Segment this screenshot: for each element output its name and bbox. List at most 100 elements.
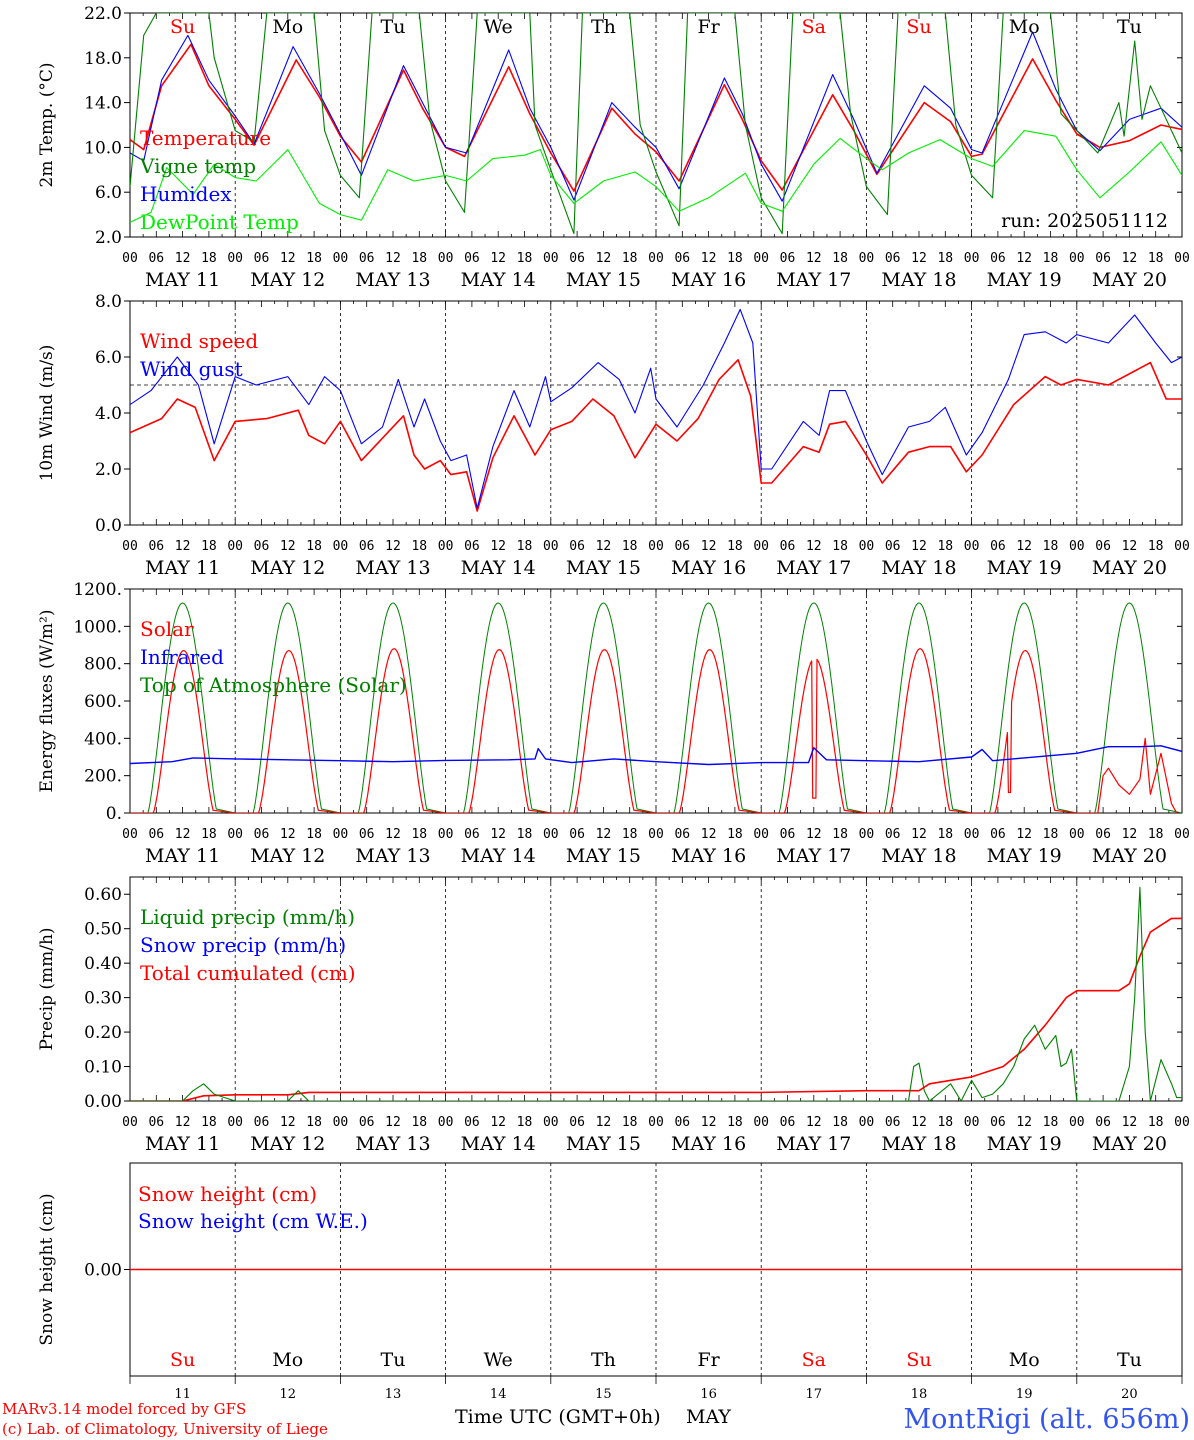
y-tick-label: 6.0 xyxy=(95,348,122,368)
toa-solar-line xyxy=(971,602,1077,813)
hour-tick-label: 18 xyxy=(622,539,638,554)
hour-tick-label: 12 xyxy=(806,1115,822,1130)
hour-tick-label: 06 xyxy=(148,827,164,842)
legend-entry: DewPoint Temp xyxy=(140,210,299,234)
hour-tick-label: 06 xyxy=(780,539,796,554)
hour-tick-label: 06 xyxy=(464,251,480,266)
y-tick-label: 0.20 xyxy=(84,1023,122,1043)
hour-tick-label: 12 xyxy=(701,827,717,842)
hour-tick-label: 12 xyxy=(490,1115,506,1130)
weekday-label: Sa xyxy=(802,1349,826,1371)
date-label: MAY 17 xyxy=(776,557,851,579)
hour-tick-label: 00 xyxy=(227,251,243,266)
solar-line xyxy=(866,648,972,813)
hour-tick-label: 12 xyxy=(385,251,401,266)
hour-tick-label: 12 xyxy=(1016,827,1032,842)
toa-solar-line xyxy=(656,602,762,813)
hour-tick-label: 12 xyxy=(175,539,191,554)
series-line-humidex xyxy=(130,31,1182,202)
series-line-liquid-precip-mm-h- xyxy=(130,886,1182,1101)
hour-tick-label: 18 xyxy=(306,251,322,266)
hour-tick-label: 00 xyxy=(648,251,664,266)
y-tick-label: 400. xyxy=(84,729,122,749)
hour-tick-label: 00 xyxy=(753,1115,769,1130)
footer: MARv3.14 model forced by GFS (c) Lab. of … xyxy=(2,1400,1190,1438)
hour-tick-label: 12 xyxy=(911,1115,927,1130)
legend-entry: Total cumulated (cm) xyxy=(140,961,356,985)
hour-tick-label: 12 xyxy=(1016,539,1032,554)
hour-tick-label: 06 xyxy=(254,827,270,842)
hour-tick-label: 06 xyxy=(1095,827,1111,842)
hour-tick-label: 00 xyxy=(1069,251,1085,266)
y-tick-label: 200. xyxy=(84,767,122,787)
y-tick-label: 2.0 xyxy=(95,460,122,480)
hour-tick-label: 00 xyxy=(122,539,138,554)
hour-tick-label: 12 xyxy=(1122,827,1138,842)
toa-solar-line xyxy=(340,602,446,813)
hour-tick-label: 00 xyxy=(648,539,664,554)
date-label: MAY 17 xyxy=(776,269,851,291)
weekday-label: We xyxy=(484,1349,513,1371)
legend-entry: Snow height (cm W.E.) xyxy=(138,1209,368,1233)
day-number-label: 13 xyxy=(385,1387,402,1402)
hour-tick-label: 12 xyxy=(490,251,506,266)
y-tick-label: 0.10 xyxy=(84,1058,122,1078)
date-label: MAY 13 xyxy=(355,1133,430,1155)
weekday-label: We xyxy=(484,16,513,38)
hour-tick-label: 12 xyxy=(490,539,506,554)
hour-tick-label: 00 xyxy=(543,251,559,266)
weekday-label: Th xyxy=(591,1349,616,1371)
date-label: MAY 16 xyxy=(671,845,746,867)
day-number-label: 19 xyxy=(1016,1387,1033,1402)
run-annotation: run: 2025051112 xyxy=(1001,210,1168,232)
hour-tick-label: 00 xyxy=(333,251,349,266)
solar-line xyxy=(130,649,236,813)
hour-tick-label: 06 xyxy=(359,1115,375,1130)
hour-tick-label: 18 xyxy=(411,539,427,554)
weekday-label: Mo xyxy=(1009,16,1040,38)
hour-tick-label: 00 xyxy=(543,1115,559,1130)
hour-tick-label: 12 xyxy=(385,827,401,842)
hour-tick-label: 18 xyxy=(411,251,427,266)
hour-tick-label: 18 xyxy=(201,251,217,266)
hour-tick-label: 06 xyxy=(674,251,690,266)
solar-line xyxy=(550,649,657,813)
hour-tick-label: 12 xyxy=(911,827,927,842)
y-tick-label: 22.0 xyxy=(84,4,122,24)
toa-solar-line xyxy=(866,602,972,813)
legend-entry: Top of Atmosphere (Solar) xyxy=(140,673,407,697)
hour-tick-label: 18 xyxy=(201,1115,217,1130)
date-label: MAY 11 xyxy=(145,269,220,291)
hour-tick-label: 12 xyxy=(596,251,612,266)
panel-energy: 0. 200. 400. 600. 800. 1000. 1200. Energy fluxe… xyxy=(37,580,1190,867)
date-label: MAY 18 xyxy=(881,1133,956,1155)
hour-tick-label: 00 xyxy=(859,251,875,266)
hour-tick-label: 06 xyxy=(780,1115,796,1130)
legend-entry: Solar xyxy=(140,617,194,641)
date-label: MAY 16 xyxy=(671,1133,746,1155)
hour-tick-label: 18 xyxy=(1043,539,1059,554)
date-label: MAY 20 xyxy=(1092,845,1167,867)
date-label: MAY 18 xyxy=(881,269,956,291)
y-tick-label: 0.0 xyxy=(95,516,122,536)
hour-tick-label: 00 xyxy=(859,539,875,554)
hour-tick-label: 00 xyxy=(964,539,980,554)
date-label: MAY 20 xyxy=(1092,1133,1167,1155)
y-tick-label: 0.30 xyxy=(84,989,122,1009)
y-axis-label: 2m Temp. (°C) xyxy=(37,62,57,187)
y-tick-label: 0.50 xyxy=(84,920,122,940)
hour-tick-label: 12 xyxy=(1122,251,1138,266)
hour-tick-label: 18 xyxy=(1043,251,1059,266)
hour-tick-label: 18 xyxy=(832,1115,848,1130)
hour-tick-label: 00 xyxy=(122,827,138,842)
hour-tick-label: 00 xyxy=(1174,251,1190,266)
day-number-label: 15 xyxy=(595,1387,612,1402)
date-label: MAY 14 xyxy=(461,845,536,867)
date-label: MAY 17 xyxy=(776,1133,851,1155)
hour-tick-label: 12 xyxy=(175,251,191,266)
hour-tick-label: 00 xyxy=(438,251,454,266)
date-label: MAY 20 xyxy=(1092,557,1167,579)
hour-tick-label: 00 xyxy=(1069,827,1085,842)
weekday-label: Tu xyxy=(381,1349,406,1371)
date-label: MAY 15 xyxy=(566,269,641,291)
